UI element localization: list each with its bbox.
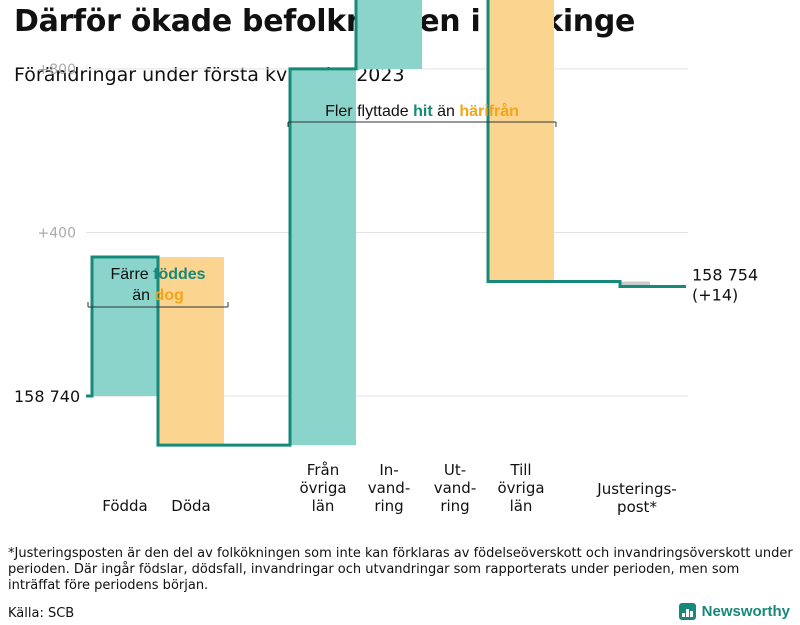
source-note: Källa: SCB xyxy=(8,606,75,621)
category-label: In- xyxy=(379,461,398,479)
category-label: övriga xyxy=(299,479,346,497)
bar-3 xyxy=(290,68,356,446)
bar-1 xyxy=(92,257,158,397)
category-label: Födda xyxy=(102,497,148,515)
category-label: Justerings- xyxy=(596,480,676,498)
newsworthy-icon xyxy=(678,603,696,620)
category-label: övriga xyxy=(497,479,544,497)
annotation-segment: än xyxy=(132,287,154,304)
bar-4 xyxy=(356,0,422,69)
bar-2 xyxy=(158,257,224,446)
annotation-segment: härifrån xyxy=(459,102,519,120)
annotation-segment: Färre xyxy=(110,266,153,283)
y-tick-label: +400 xyxy=(38,225,76,241)
category-label: län xyxy=(510,497,533,515)
annotation-segment: hit xyxy=(413,103,433,120)
annotation-segment: dog xyxy=(154,287,183,304)
y-tick-label: +800 xyxy=(38,62,76,78)
bar-7 xyxy=(620,281,650,287)
category-label: vand- xyxy=(434,479,477,497)
category-label: Döda xyxy=(171,497,210,515)
category-label: ring xyxy=(374,497,403,515)
cumulative-step-line xyxy=(86,0,686,447)
annotation-segment: Fler flyttade xyxy=(325,103,413,120)
category-label: län xyxy=(312,497,335,515)
end-value-label: (+14) xyxy=(692,285,738,304)
annotation-segment: föddes xyxy=(153,266,206,283)
footnote: *Justeringsposten är den del av folkökni… xyxy=(8,546,793,593)
brand-logo: Newsworthy xyxy=(678,603,790,620)
end-value-label: 158 754 xyxy=(692,265,758,284)
category-label: Från xyxy=(307,461,339,479)
category-label: Till xyxy=(509,461,531,479)
annotation-line: än dog xyxy=(132,287,184,304)
category-label: Ut- xyxy=(444,461,466,479)
bar-6 xyxy=(488,0,554,282)
waterfall-chart: +800 +400 158 740 158 754(+14) Födda Döda Från… xyxy=(14,0,758,516)
annotation-line: Färre föddes xyxy=(110,266,205,283)
category-label: ring xyxy=(440,497,469,515)
annotation-line: Fler flyttade hit än härifrån xyxy=(325,102,519,120)
category-label: vand- xyxy=(368,479,411,497)
category-label: post* xyxy=(617,498,657,516)
annotation-segment: än xyxy=(433,103,460,120)
start-value-label: 158 740 xyxy=(14,387,80,406)
brand-name: Newsworthy xyxy=(701,603,790,620)
